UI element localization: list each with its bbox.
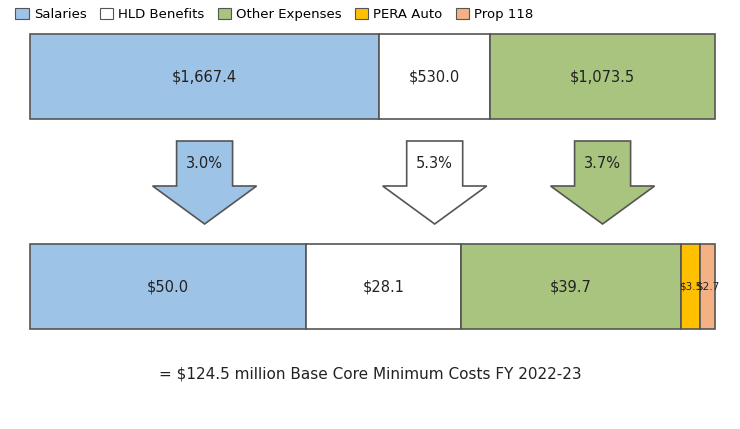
Legend: Salaries, HLD Benefits, Other Expenses, PERA Auto, Prop 118: Salaries, HLD Benefits, Other Expenses, … bbox=[14, 6, 535, 22]
Text: = $124.5 million Base Core Minimum Costs FY 2022-23: = $124.5 million Base Core Minimum Costs… bbox=[158, 366, 582, 381]
Text: $28.1: $28.1 bbox=[363, 279, 405, 294]
Polygon shape bbox=[383, 141, 487, 224]
Polygon shape bbox=[152, 141, 257, 224]
Text: $2.7: $2.7 bbox=[696, 281, 719, 291]
Bar bbox=[306, 244, 462, 329]
Text: $1,667.4: $1,667.4 bbox=[172, 69, 237, 84]
Bar bbox=[490, 34, 715, 119]
Bar bbox=[681, 244, 700, 329]
Bar bbox=[700, 244, 715, 329]
Polygon shape bbox=[551, 141, 655, 224]
Text: 5.3%: 5.3% bbox=[417, 156, 453, 171]
Text: $50.0: $50.0 bbox=[147, 279, 189, 294]
Bar bbox=[30, 244, 306, 329]
Text: 3.0%: 3.0% bbox=[186, 156, 223, 171]
Bar bbox=[462, 244, 681, 329]
Bar bbox=[379, 34, 490, 119]
Text: $3.5: $3.5 bbox=[679, 281, 702, 291]
Text: $1,073.5: $1,073.5 bbox=[570, 69, 635, 84]
Text: $530.0: $530.0 bbox=[409, 69, 460, 84]
Bar bbox=[30, 34, 379, 119]
Text: $39.7: $39.7 bbox=[550, 279, 592, 294]
Text: 3.7%: 3.7% bbox=[584, 156, 621, 171]
